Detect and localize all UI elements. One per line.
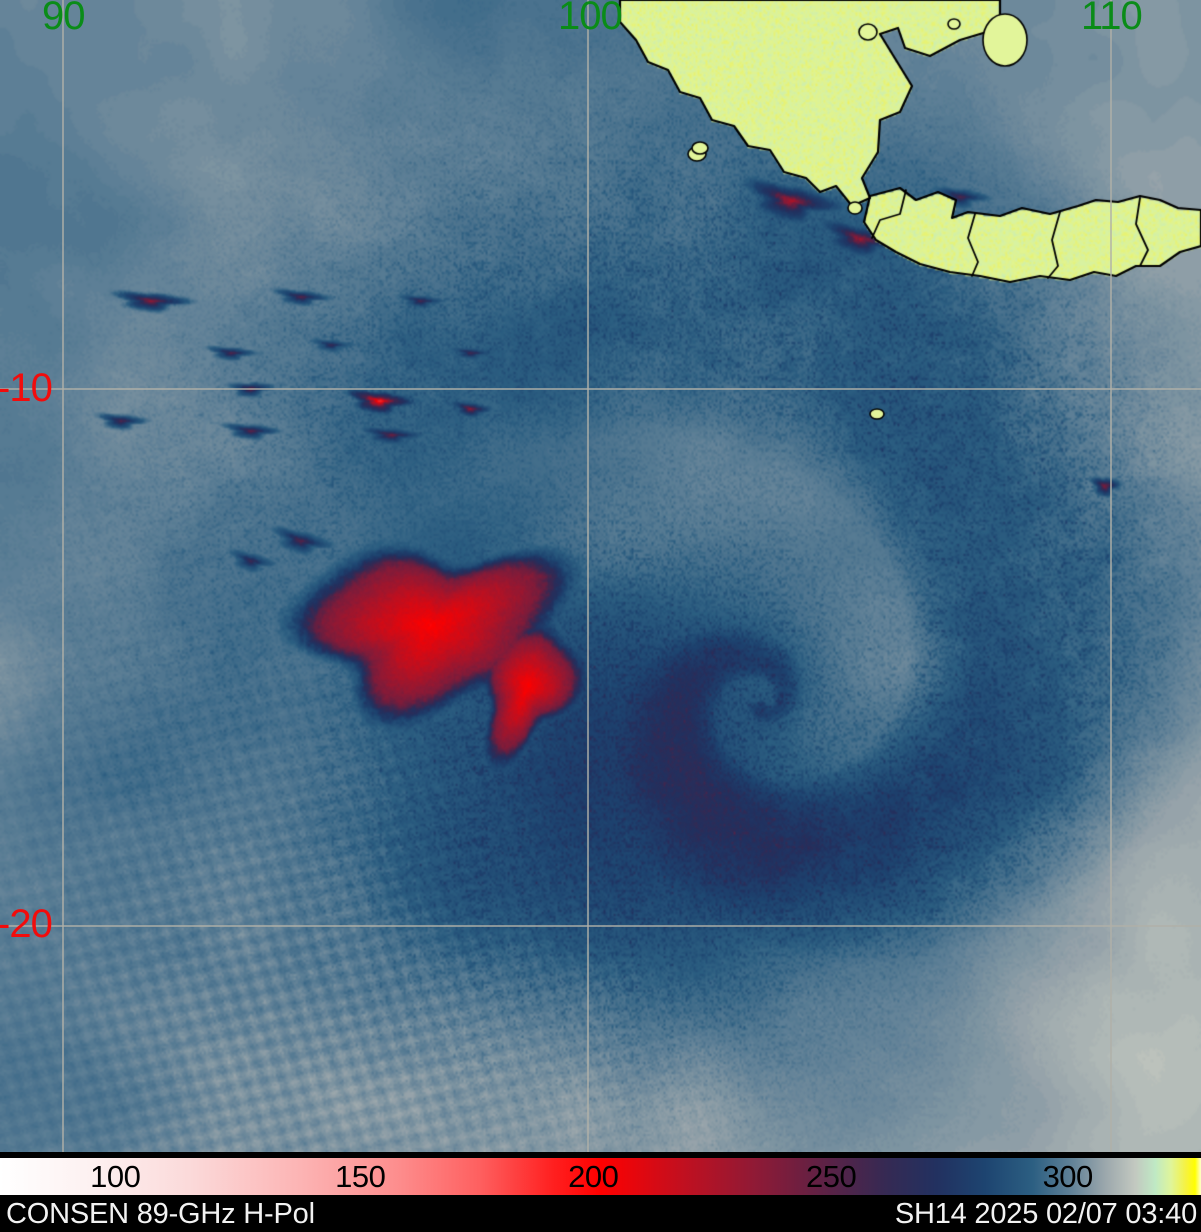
colorbar-tick-100: 100 [90, 1159, 141, 1194]
colorbar-tick-250: 250 [805, 1159, 857, 1194]
lon-label-90: 90 [42, 0, 85, 38]
satellite-imagery-panel: 90 100 110 -10 -20 [0, 0, 1201, 1152]
storm-timestamp-label: SH14 2025 02/07 03:40 [894, 1198, 1197, 1230]
footer-bar: CONSEN 89-GHz H-Pol SH14 2025 02/07 03:4… [0, 1198, 1201, 1232]
gridline-lon-100 [587, 0, 589, 1152]
lon-label-100: 100 [558, 0, 623, 38]
brightness-temperature-colorbar [0, 1158, 1201, 1195]
colorbar-tick-150: 150 [335, 1159, 386, 1194]
colorbar-tick-300: 300 [1042, 1159, 1094, 1194]
lat-label-minus20: -20 [0, 902, 53, 946]
gridline-lon-90 [62, 0, 64, 1152]
colorbar-tick-labels: 100 150 200 250 300 [0, 1158, 1201, 1195]
gridline-lon-110 [1110, 0, 1112, 1152]
lat-label-minus10: -10 [0, 366, 53, 410]
colorbar-tick-200: 200 [568, 1159, 619, 1194]
lon-label-110: 110 [1081, 0, 1143, 38]
gridline-lat--10 [0, 388, 1201, 390]
sensor-product-label: CONSEN 89-GHz H-Pol [6, 1198, 315, 1230]
gridline-lat--20 [0, 925, 1201, 927]
colorbar-container: 100 150 200 250 300 [0, 1152, 1201, 1198]
satellite-imagery-canvas [0, 0, 1201, 1152]
